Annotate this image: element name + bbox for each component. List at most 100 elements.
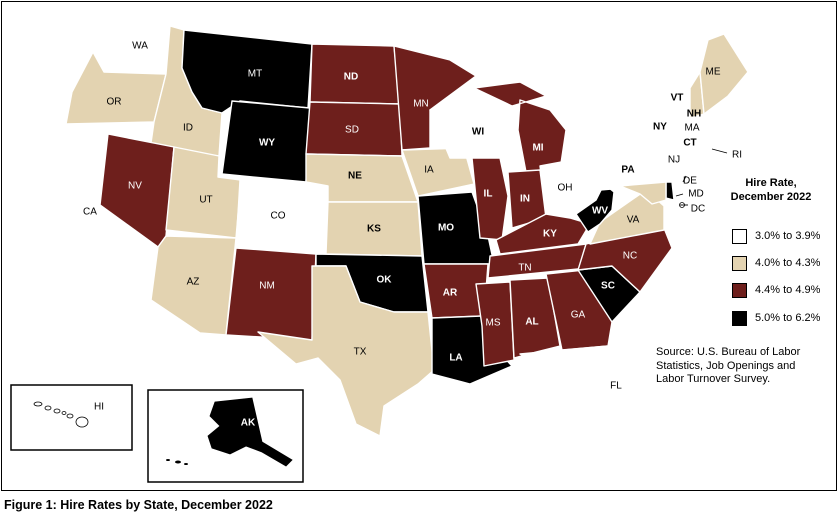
figure-caption: Figure 1: Hire Rates by State, December … <box>4 498 273 512</box>
state-label-oh: OH <box>558 183 573 194</box>
state-hi <box>44 405 52 411</box>
state-al <box>509 277 561 359</box>
state-label-az: AZ <box>187 277 200 288</box>
state-ms <box>475 281 515 367</box>
source-line: Labor Turnover Survey. <box>656 373 771 385</box>
state-label-nj: NJ <box>668 155 680 166</box>
state-label-ak: AK <box>241 418 256 429</box>
legend-label: 5.0% to 6.2% <box>755 312 821 324</box>
state-label-mn: MN <box>413 99 429 110</box>
state-label-ne: NE <box>348 171 362 182</box>
state-label-me: ME <box>706 67 721 78</box>
source-line: Source: U.S. Bureau of Labor <box>656 346 801 358</box>
state-label-dc: DC <box>691 204 705 215</box>
state-label-nc: NC <box>623 251 637 262</box>
state-me <box>699 33 749 115</box>
legend-swatch-black <box>732 310 747 326</box>
state-label-ok: OK <box>377 275 393 286</box>
state-label-pa: PA <box>621 165 634 176</box>
state-hi <box>75 416 89 428</box>
source-line: Statistics, Job Openings and <box>656 359 796 372</box>
state-label-or: OR <box>107 97 122 108</box>
state-tx <box>257 265 435 437</box>
state-mo <box>417 191 495 265</box>
state-label-sd: SD <box>345 125 359 136</box>
state-va <box>589 189 665 245</box>
legend-swatch-tan <box>732 255 747 271</box>
legend-swatch-maroon <box>732 282 747 298</box>
state-label-mi: MI <box>532 143 543 154</box>
state-wv <box>575 183 615 233</box>
state-label-nv: NV <box>128 181 142 192</box>
legend-title: Hire Rate, December 2022 <box>722 176 820 204</box>
state-label-ky: KY <box>543 229 557 240</box>
state-label-ga: GA <box>571 310 586 321</box>
leader-lines <box>675 148 728 206</box>
state-label-va: VA <box>627 215 640 226</box>
state-label-hi: HI <box>94 402 104 413</box>
state-label-vt: VT <box>671 93 684 104</box>
state-label-al: AL <box>525 317 538 328</box>
state-ri <box>703 131 713 145</box>
state-hi <box>61 411 67 415</box>
state-nm <box>225 247 317 341</box>
state-fl <box>519 335 645 441</box>
legend-label: 3.0% to 3.9% <box>755 230 821 242</box>
state-label-nd: ND <box>344 72 358 83</box>
state-label-ar: AR <box>443 288 458 299</box>
state-label-ri: RI <box>732 150 742 161</box>
state-ma <box>685 115 729 135</box>
legend-label: 4.4% to 4.9% <box>755 284 821 296</box>
state-label-nh: NH <box>687 109 701 120</box>
alaska-inset-box <box>147 389 304 483</box>
state-label-ct: CT <box>683 138 696 149</box>
state-label-sc: SC <box>601 281 615 292</box>
source-note: Source: U.S. Bureau of Labor Statistics,… <box>656 346 826 387</box>
state-hi <box>33 401 43 407</box>
state-label-wi: WI <box>472 127 484 138</box>
state-label-de: DE <box>683 176 697 187</box>
state-label-nm: NM <box>259 281 275 292</box>
legend-item-4-0-to-4-3: 4.0% to 4.3% <box>732 254 820 272</box>
hawaii-inset-box <box>10 384 133 451</box>
state-label-wy: WY <box>259 138 275 149</box>
state-nj <box>667 149 681 185</box>
state-md <box>619 181 667 205</box>
state-labels: WA OR CA ID NV MT WY UT AZ CO NM ND SD NE KS OK TX MN IA MO… <box>83 41 742 429</box>
state-label-wa: WA <box>132 41 148 52</box>
state-label-tn: TN <box>518 263 531 274</box>
state-label-ia: IA <box>424 165 434 176</box>
state-hi <box>66 413 74 419</box>
legend-item-5-0-to-6-2: 5.0% to 6.2% <box>732 309 820 327</box>
state-label-mt: MT <box>248 69 262 80</box>
legend-label: 4.0% to 4.3% <box>755 257 821 269</box>
legend-item-4-4-to-4-9: 4.4% to 4.9% <box>732 281 820 299</box>
state-label-ca: CA <box>83 207 97 218</box>
state-label-la: LA <box>449 353 462 364</box>
legend-item-3-0-to-3-9: 3.0% to 3.9% <box>732 227 820 245</box>
alaska-island <box>166 459 170 461</box>
legend-swatch-white <box>732 228 747 244</box>
state-label-fl: FL <box>610 381 622 392</box>
state-label-ma: MA <box>685 123 700 134</box>
state-label-ms: MS <box>486 318 501 329</box>
state-il <box>471 157 509 241</box>
state-label-co: CO <box>271 211 286 222</box>
state-de <box>665 181 675 201</box>
state-label-ny: NY <box>653 122 667 133</box>
map-frame <box>1 1 837 491</box>
alaska-island <box>175 460 181 464</box>
state-label-ut: UT <box>199 195 212 206</box>
state-label-mo: MO <box>438 223 454 234</box>
legend-title-line1: Hire Rate, <box>745 177 797 189</box>
legend-title-line2: December 2022 <box>730 191 812 203</box>
state-label-in: IN <box>520 194 530 205</box>
alaska-island <box>184 463 188 465</box>
state-label-tx: TX <box>354 347 367 358</box>
state-hi <box>53 408 61 414</box>
state-label-wv: WV <box>592 206 608 217</box>
state-label-il: IL <box>484 189 493 200</box>
state-wi <box>429 89 507 159</box>
state-label-md: MD <box>688 189 704 200</box>
